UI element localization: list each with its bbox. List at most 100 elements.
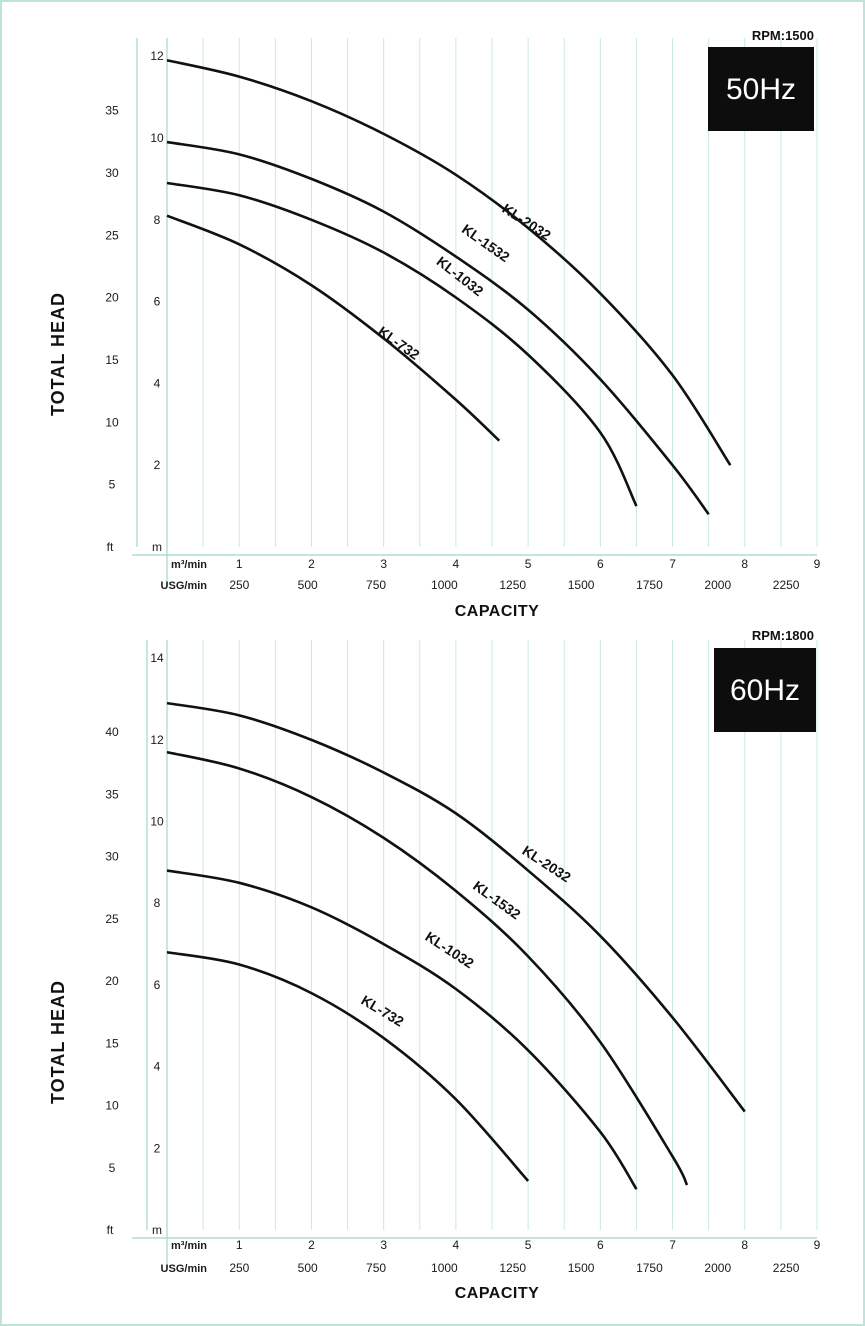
x-tick-m3: 7 [669,1238,676,1252]
ft-unit-label: ft [107,1223,114,1237]
x-tick-usg: 750 [366,1261,386,1275]
curve-kl-732 [166,214,501,442]
x-tick-m3: 8 [741,557,748,571]
y-tick-ft: 35 [105,787,119,801]
y-tick-m: 6 [154,295,161,309]
x-tick-m3: 5 [525,1238,532,1252]
x-tick-usg: 1000 [431,1261,458,1275]
rpm-label: RPM:1500 [752,28,814,43]
y-tick-ft: 35 [105,104,119,118]
rpm-label: RPM:1800 [752,628,814,643]
grid [202,640,818,1230]
x-tick-m3: 2 [308,557,315,571]
series-label: KL-1532 [459,221,513,265]
curve-kl-2032 [166,59,732,466]
curve-kl-732 [166,950,530,1182]
x-unit-usg: USG/min [161,1263,208,1275]
ft-unit-label: ft [107,540,114,554]
x-axis-title: CAPACITY [455,603,540,620]
x-tick-m3: 1 [236,1238,243,1252]
curve-kl-1532 [166,750,689,1186]
y-tick-ft: 30 [105,166,119,180]
frequency-badge [708,47,814,131]
x-axis-title: CAPACITY [455,1285,540,1302]
chart-60hz: 2 4 6 8 10 12 14 5 10 15 20 25 30 35 40 ft m m³/min USG/mi… [2,628,865,1302]
y-tick-m: 14 [150,651,164,665]
x-unit-m3: m³/min [171,1240,207,1252]
x-tick-usg: 2250 [773,1261,800,1275]
y-tick-m: 8 [154,213,161,227]
x-tick-usg: 500 [298,578,318,592]
y-tick-ft: 5 [109,478,116,492]
x-tick-m3: 8 [741,1238,748,1252]
y-tick-m: 12 [150,733,164,747]
series-label: KL-2032 [500,200,555,243]
series-label: KL-1032 [423,928,478,971]
series-label: KL-732 [375,323,423,363]
y-tick-ft: 10 [105,1099,119,1113]
m-unit-label: m [152,1223,162,1237]
y-tick-ft: 30 [105,850,119,864]
y-tick-ft: 15 [105,353,119,367]
x-unit-usg: USG/min [161,580,208,592]
y-tick-ft: 5 [109,1161,116,1175]
x-tick-usg: 750 [366,578,386,592]
x-tick-usg: 250 [229,1261,249,1275]
m-unit-label: m [152,540,162,554]
frequency-badge [714,648,816,732]
x-tick-usg: 2000 [704,578,731,592]
x-tick-usg: 1000 [431,578,458,592]
y-tick-m: 12 [150,49,164,63]
x-tick-usg: 1250 [499,1261,526,1275]
y-tick-m: 10 [150,815,164,829]
x-unit-m3: m³/min [171,559,207,571]
frequency-badge-text: 50Hz [726,73,796,106]
x-tick-usg: 1250 [499,578,526,592]
y-tick-ft: 25 [105,912,119,926]
x-tick-usg: 1500 [568,1261,595,1275]
x-tick-m3: 9 [814,1238,821,1252]
x-tick-m3: 7 [669,557,676,571]
y-axis-title: TOTAL HEAD [48,292,68,416]
y-tick-ft: 15 [105,1036,119,1050]
x-tick-m3: 6 [597,557,604,571]
y-tick-ft: 20 [105,291,119,305]
curve-kl-1032 [166,869,638,1190]
curve-kl-2032 [166,701,746,1113]
x-tick-m3: 6 [597,1238,604,1252]
frequency-badge-text: 60Hz [730,674,800,707]
x-tick-usg: 2000 [704,1261,731,1275]
x-tick-m3: 3 [380,1238,387,1252]
x-tick-usg: 500 [298,1261,318,1275]
y-tick-m: 4 [154,376,161,390]
x-tick-m3: 1 [236,557,243,571]
curve-kl-1032 [166,181,638,507]
y-tick-m: 4 [154,1060,161,1074]
y-axis-title: TOTAL HEAD [48,980,68,1104]
y-tick-m: 8 [154,896,161,910]
y-tick-ft: 10 [105,415,119,429]
x-tick-m3: 9 [814,557,821,571]
x-tick-usg: 1750 [636,1261,663,1275]
x-tick-m3: 2 [308,1238,315,1252]
y-tick-m: 10 [150,131,164,145]
x-tick-usg: 1500 [568,578,595,592]
y-tick-ft: 25 [105,228,119,242]
y-tick-ft: 20 [105,974,119,988]
y-tick-m: 2 [154,458,161,472]
x-tick-m3: 4 [453,1238,460,1252]
y-tick-m: 2 [154,1141,161,1155]
x-tick-usg: 250 [229,578,249,592]
x-tick-usg: 2250 [773,578,800,592]
chart-50hz: 2 4 6 8 10 12 5 10 15 20 25 30 35 ft m m³/min USG/min 1 2 3… [2,2,865,665]
series-label: KL-1532 [470,877,524,922]
grid [202,38,818,547]
x-tick-usg: 1750 [636,578,663,592]
x-tick-m3: 4 [453,557,460,571]
y-tick-m: 6 [154,978,161,992]
y-tick-ft: 40 [105,725,119,739]
x-tick-m3: 3 [380,557,387,571]
